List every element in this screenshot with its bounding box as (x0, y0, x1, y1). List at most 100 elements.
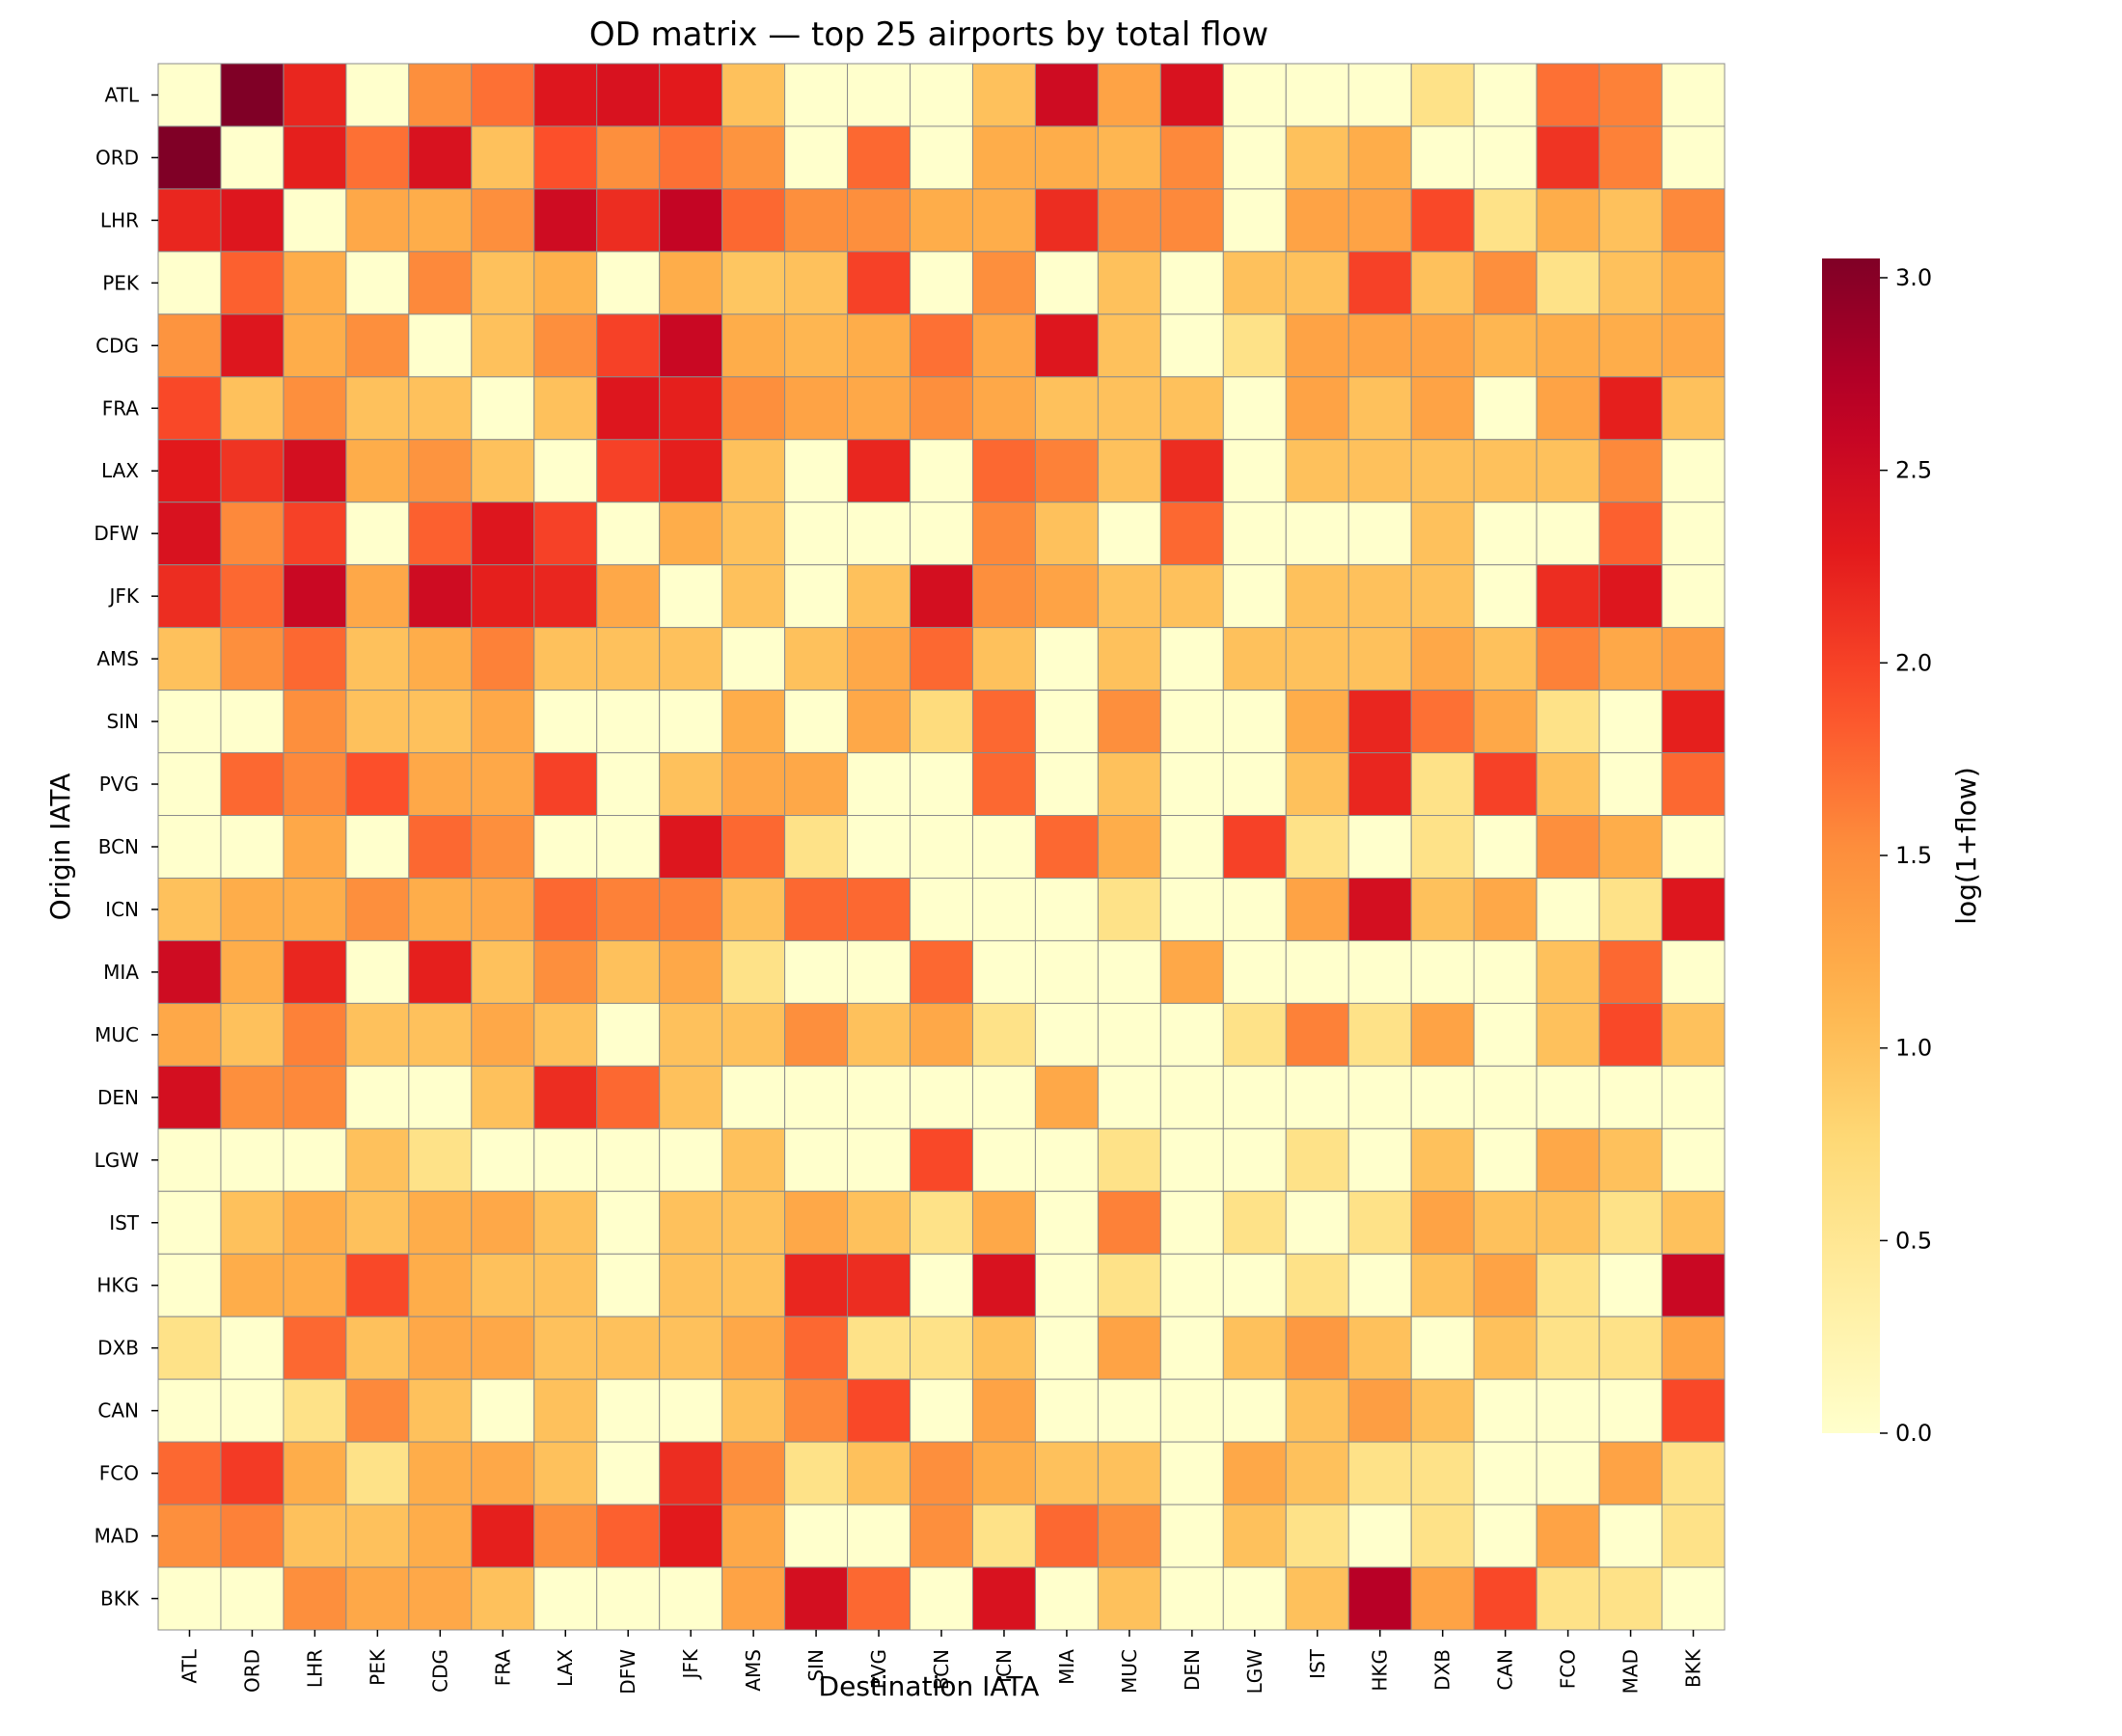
y-tick-label-AMS: AMS (96, 647, 139, 670)
heatmap-cell-ATL-BCN (910, 63, 973, 127)
heatmap-cell-IST-SIN (784, 1190, 849, 1255)
heatmap-cell-LGW-LGW (1222, 1127, 1287, 1192)
y-tick-label-FRA: FRA (102, 396, 140, 420)
heatmap-cell-MIA-FCO (1536, 939, 1600, 1004)
heatmap-cell-CAN-LHR (283, 1378, 347, 1443)
heatmap-cell-JFK-AMS (721, 564, 786, 629)
heatmap-cell-IST-FCO (1536, 1190, 1600, 1255)
heatmap-cell-DEN-DFW (596, 1065, 661, 1129)
heatmap-cell-DEN-LAX (533, 1065, 598, 1129)
heatmap-cell-AMS-DXB (1410, 627, 1475, 692)
x-axis-ticks: ATL ORD LHR PEK CDG FRA LAX DFW JFK AMS SIN PVG BCN I… (177, 1630, 1705, 1695)
heatmap-cell-CDG-FCO (1536, 313, 1600, 378)
heatmap-cell-JFK-FCO (1536, 564, 1600, 629)
heatmap-cell-MAD-HKG (1347, 1504, 1412, 1568)
heatmap-cell-MAD-LHR (283, 1504, 347, 1568)
heatmap-cell-SIN-MUC (1097, 690, 1161, 754)
heatmap-cell-LGW-ATL (157, 1127, 222, 1192)
heatmap-cell-MIA-MAD (1598, 939, 1663, 1004)
heatmap-cell-FRA-DEN (1159, 376, 1224, 441)
heatmap-cell-LHR-MIA (1034, 188, 1099, 253)
heatmap-cell-DEN-HKG (1347, 1065, 1412, 1129)
heatmap-cell-BKK-CDG (408, 1566, 473, 1631)
heatmap-cell-CAN-DEN (1159, 1378, 1224, 1443)
heatmap-cell-LGW-DFW (596, 1127, 661, 1192)
heatmap-cell-MAD-FCO (1536, 1504, 1600, 1568)
heatmap-cell-CAN-CAN (1473, 1378, 1537, 1443)
heatmap-cell-ICN-FRA (471, 877, 535, 941)
heatmap-cell-JFK-SIN (784, 564, 849, 629)
heatmap-cell-IST-JFK (659, 1190, 723, 1255)
heatmap-cell-BCN-IST (1285, 815, 1349, 879)
heatmap-cell-CDG-DFW (596, 313, 661, 378)
heatmap-cell-AMS-LAX (533, 627, 598, 692)
heatmap-cell-DFW-IST (1285, 502, 1349, 566)
heatmap-cell-JFK-LAX (533, 564, 598, 629)
heatmap-cell-LGW-MUC (1097, 1127, 1161, 1192)
heatmap-cell-BCN-PEK (345, 815, 410, 879)
heatmap-cell-PEK-ICN (971, 251, 1036, 315)
heatmap-cell-MAD-LGW (1222, 1504, 1287, 1568)
heatmap-cell-DXB-ATL (157, 1316, 222, 1380)
heatmap-cell-LAX-LHR (283, 439, 347, 503)
heatmap-cell-ATL-FRA (471, 63, 535, 127)
heatmap-cell-DFW-JFK (659, 502, 723, 566)
heatmap-cell-AMS-LHR (283, 627, 347, 692)
heatmap-cell-FRA-BKK (1661, 376, 1726, 441)
heatmap-cell-IST-FRA (471, 1190, 535, 1255)
heatmap-cell-ATL-FCO (1536, 63, 1600, 127)
heatmap-cell-MUC-ORD (220, 1002, 285, 1067)
heatmap-cell-DEN-PEK (345, 1065, 410, 1129)
x-tick-label-DEN: DEN (1181, 1649, 1204, 1691)
heatmap-cell-LAX-LAX (533, 439, 598, 503)
x-tick-label-PVG: PVG (867, 1649, 890, 1689)
heatmap-cell-BKK-FCO (1536, 1566, 1600, 1631)
heatmap-cell-ORD-PVG (847, 125, 911, 190)
heatmap-cell-CDG-BKK (1661, 313, 1726, 378)
heatmap-cell-PEK-BCN (910, 251, 973, 315)
y-tick-label-BKK: BKK (100, 1587, 140, 1611)
heatmap-cell-IST-BCN (910, 1190, 973, 1255)
heatmap-cell-MUC-BKK (1661, 1002, 1726, 1067)
heatmap-cell-FRA-MAD (1598, 376, 1663, 441)
heatmap-cell-CAN-MUC (1097, 1378, 1161, 1443)
heatmap-cell-BCN-MAD (1598, 815, 1663, 879)
heatmap-cell-LGW-AMS (721, 1127, 786, 1192)
heatmap-cell-DEN-DEN (1159, 1065, 1224, 1129)
heatmap-cell-IST-DFW (596, 1190, 661, 1255)
heatmap-cell-IST-BKK (1661, 1190, 1726, 1255)
heatmap-cell-HKG-DEN (1159, 1253, 1224, 1317)
heatmap-cell-JFK-ATL (157, 564, 222, 629)
heatmap-cell-ATL-ATL (157, 63, 222, 127)
heatmap-cell-BKK-MUC (1097, 1566, 1161, 1631)
heatmap-cell-AMS-MIA (1034, 627, 1099, 692)
heatmap-cell-CDG-ICN (971, 313, 1036, 378)
heatmap-cell-FCO-CDG (408, 1441, 473, 1505)
heatmap-cell-DEN-SIN (784, 1065, 849, 1129)
heatmap-cell-CDG-JFK (659, 313, 723, 378)
heatmap-cell-DXB-MUC (1097, 1316, 1161, 1380)
heatmap-cell-HKG-DXB (1410, 1253, 1475, 1317)
heatmap-cell-HKG-JFK (659, 1253, 723, 1317)
heatmap-cell-DXB-FCO (1536, 1316, 1600, 1380)
heatmap-cell-LGW-BCN (910, 1127, 973, 1192)
heatmap-cell-ICN-MIA (1034, 877, 1099, 941)
heatmap-cell-DFW-MUC (1097, 502, 1161, 566)
heatmap-cell-JFK-DEN (1159, 564, 1224, 629)
heatmap-cell-DXB-PVG (847, 1316, 911, 1380)
heatmap-cell-MIA-CAN (1473, 939, 1537, 1004)
x-tick-label-AMS: AMS (742, 1649, 765, 1692)
heatmap-cell-FCO-BCN (910, 1441, 973, 1505)
heatmap-cell-DEN-CAN (1473, 1065, 1537, 1129)
heatmap-cell-MAD-PEK (345, 1504, 410, 1568)
heatmap-cell-MAD-BKK (1661, 1504, 1726, 1568)
x-tick-label-FRA: FRA (491, 1649, 514, 1687)
heatmap-cell-AMS-PVG (847, 627, 911, 692)
x-tick-label-MAD: MAD (1619, 1649, 1643, 1694)
heatmap-cell-FCO-ATL (157, 1441, 222, 1505)
heatmap-cell-DFW-ICN (971, 502, 1036, 566)
heatmap-cell-DFW-MIA (1034, 502, 1099, 566)
heatmap-cell-ATL-LAX (533, 63, 598, 127)
heatmap-cell-BCN-ORD (220, 815, 285, 879)
heatmap-cell-PVG-FCO (1536, 752, 1600, 817)
